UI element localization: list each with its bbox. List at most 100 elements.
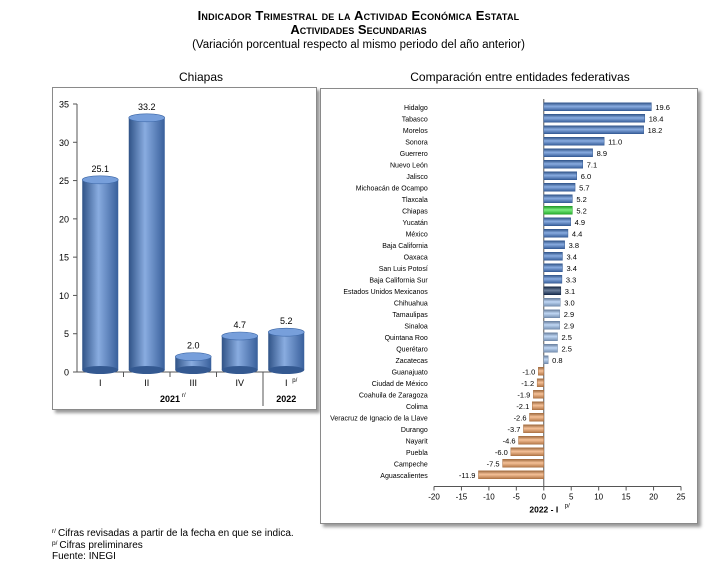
bar <box>221 336 258 370</box>
x-tick-label: I <box>99 378 102 388</box>
bar-base <box>268 366 305 374</box>
bar <box>543 217 571 226</box>
category-label: Durango <box>401 427 428 434</box>
data-label: 2.5 <box>562 333 572 342</box>
category-label: Veracruz de Ignacio de la Llave <box>330 415 428 422</box>
bar <box>543 148 593 157</box>
right-chart-frame: -20 -15 -10 -5 0 5 10 15 20 25 19.6 Hidalgo 18.4 Taba… <box>320 88 698 524</box>
category-label: Zacatecas <box>395 358 428 365</box>
footnote-preliminary-text: Cifras preliminares <box>59 539 143 551</box>
y-tick-label: 25 <box>59 176 69 186</box>
year-label: 2021 <box>160 394 180 404</box>
footnote-revised-text: Cifras revisadas a partir de la fecha en… <box>57 528 294 539</box>
x-tick-label: 15 <box>622 493 631 502</box>
data-label: 18.4 <box>649 114 664 123</box>
data-label: 4.9 <box>575 218 585 227</box>
data-label: 5.2 <box>576 195 586 204</box>
category-label: Baja California <box>382 243 428 250</box>
category-label: Michoacán de Ocampo <box>356 185 428 192</box>
category-label: Jalisco <box>406 174 428 181</box>
x-tick-label: II <box>144 378 149 388</box>
bar <box>543 298 561 307</box>
y-tick-label: 35 <box>59 100 69 110</box>
category-label: Coahuila de Zaragoza <box>359 392 428 399</box>
category-label: Tamaulipas <box>392 312 428 319</box>
data-label: 33.2 <box>138 102 156 112</box>
data-label: -6.0 <box>495 448 508 457</box>
bar <box>543 355 549 364</box>
category-label: Guerrero <box>400 151 428 158</box>
bar <box>529 413 545 422</box>
footnote-revised: r/Cifras revisadas a partir de la fecha … <box>52 528 294 540</box>
bar <box>532 401 545 410</box>
bar <box>536 378 545 387</box>
chart-subtitle: (Variación porcentual respecto al mismo … <box>192 39 525 51</box>
data-label: 2.9 <box>564 321 574 330</box>
category-label: México <box>406 231 428 238</box>
data-label: 2.5 <box>562 344 572 353</box>
bar <box>543 160 583 169</box>
footnote-preliminary-mark: p/ <box>52 539 58 547</box>
category-label: San Luis Potosí <box>379 266 428 273</box>
category-label: Tlaxcala <box>402 197 428 204</box>
category-label: Colima <box>406 404 428 411</box>
bar <box>543 102 652 111</box>
bar-top <box>221 331 259 341</box>
data-label: 5.7 <box>579 183 589 192</box>
category-label: Oaxaca <box>404 254 428 261</box>
year-label: 2022 <box>276 394 296 404</box>
data-label: 5.2 <box>576 206 586 215</box>
bar <box>543 309 560 318</box>
bar-top <box>81 175 119 185</box>
quarterly-column-chart: 0 5 10 15 20 25 30 35 25.1 I 33.2 II 2.0 III 4.7 IV 5.2 I… <box>59 100 305 406</box>
bar <box>543 332 558 341</box>
x-tick-label: -15 <box>456 493 468 502</box>
category-label: Sinaloa <box>404 323 427 330</box>
x-tick-label: III <box>189 378 197 388</box>
bar <box>533 390 545 399</box>
bar <box>543 229 569 238</box>
data-label: -11.9 <box>459 471 476 480</box>
bar <box>543 344 558 353</box>
bar <box>543 275 563 284</box>
data-label: 3.8 <box>569 241 579 250</box>
data-label: 18.2 <box>648 126 663 135</box>
data-label: 2.0 <box>187 341 200 351</box>
bar <box>543 183 576 192</box>
category-label: Ciudad de México <box>372 381 428 388</box>
category-label: Baja California Sur <box>369 277 428 284</box>
bar-base <box>175 366 212 374</box>
category-label: Puebla <box>406 450 428 457</box>
bar <box>543 321 560 330</box>
data-label: -1.9 <box>517 390 530 399</box>
x-tick-label: IV <box>235 378 244 388</box>
year-superscript: r/ <box>182 393 186 399</box>
footnote-revised-mark: r/ <box>52 528 56 535</box>
bar <box>523 424 545 433</box>
bar <box>543 137 605 146</box>
y-tick-label: 15 <box>59 253 69 263</box>
bar-top <box>174 352 212 361</box>
data-label: -1.0 <box>522 367 535 376</box>
data-label: -7.5 <box>487 459 500 468</box>
bar <box>543 206 573 215</box>
bar <box>543 263 563 272</box>
chart-title-secondary: Actividades Secundarias <box>290 22 427 37</box>
source-note: Fuente: INEGI <box>52 551 116 562</box>
footnotes: r/Cifras revisadas a partir de la fecha … <box>52 528 294 563</box>
bar <box>543 114 646 123</box>
data-label: 6.0 <box>581 172 591 181</box>
bar <box>538 367 545 376</box>
category-label: Nayarit <box>406 438 428 445</box>
category-label: Tabasco <box>402 116 428 123</box>
bar <box>518 436 545 445</box>
data-label: 4.4 <box>572 229 582 238</box>
category-label: Morelos <box>403 128 428 135</box>
x-tick-label: 25 <box>677 493 686 502</box>
y-tick-label: 10 <box>59 291 69 301</box>
data-label: -2.1 <box>516 402 529 411</box>
data-label: 3.1 <box>565 287 575 296</box>
category-label: Querétaro <box>396 346 428 353</box>
bar <box>543 194 573 203</box>
data-label: 3.4 <box>566 264 576 273</box>
